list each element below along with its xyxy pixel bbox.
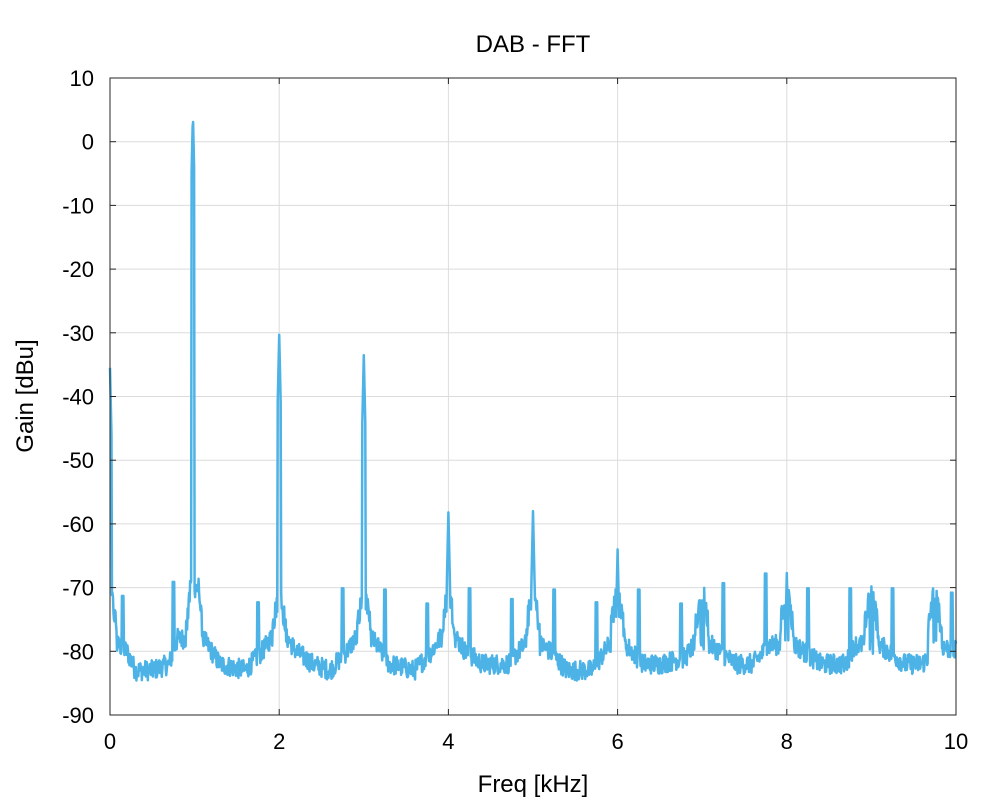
y-tick-label: -30: [62, 321, 94, 346]
x-tick-label: 4: [442, 729, 454, 754]
x-tick-label: 8: [781, 729, 793, 754]
x-tick-label: 10: [944, 729, 968, 754]
x-tick-label: 2: [273, 729, 285, 754]
y-tick-label: -20: [62, 257, 94, 282]
y-tick-label: -90: [62, 703, 94, 728]
y-tick-label: -70: [62, 576, 94, 601]
grid: [109, 77, 957, 716]
data-line-layer: [108, 120, 958, 682]
y-tick-label: 10: [70, 66, 94, 91]
y-axis-label: Gain [dBu]: [12, 339, 39, 452]
y-tick-label: -60: [62, 512, 94, 537]
y-ticks: 10 0 -10 -20 -30 -40 -50 -60 -70 -80 -90: [62, 66, 956, 728]
x-axis-label: Freq [kHz]: [478, 771, 589, 798]
y-tick-label: -50: [62, 448, 94, 473]
y-tick-label: -10: [62, 193, 94, 218]
y-tick-label: -40: [62, 385, 94, 410]
y-tick-label: 0: [82, 130, 94, 155]
chart-title: DAB - FFT: [476, 31, 591, 58]
y-tick-label: -80: [62, 639, 94, 664]
x-tick-label: 0: [104, 729, 116, 754]
x-tick-label: 6: [611, 729, 623, 754]
series-line: [108, 120, 958, 682]
x-ticks: 0 2 4 6 8 10: [104, 78, 968, 754]
